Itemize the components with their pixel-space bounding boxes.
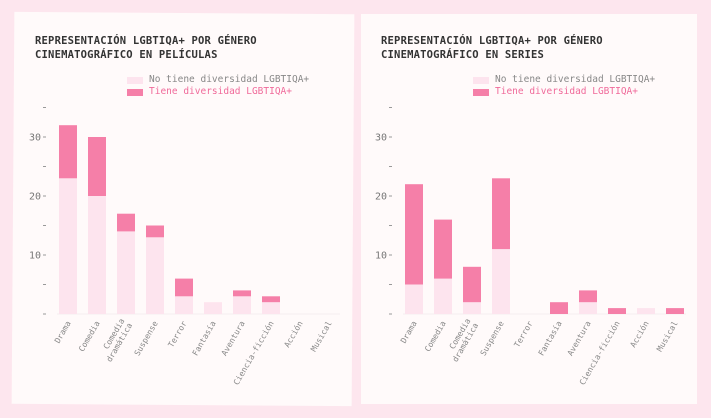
bar-no-diversity — [579, 302, 597, 314]
bar-no-diversity — [405, 284, 423, 314]
x-tick-label: Fantasía — [537, 319, 564, 357]
y-tick-label: 30 — [29, 133, 41, 144]
bar-diversity — [146, 225, 164, 238]
x-tick-label: Terror — [512, 319, 534, 349]
bar-no-diversity — [492, 249, 510, 314]
bar-no-diversity — [117, 231, 135, 314]
bar-diversity — [88, 137, 106, 196]
bar-no-diversity — [463, 302, 481, 314]
x-tick-label: Drama — [399, 319, 419, 345]
bar-diversity — [175, 278, 193, 297]
x-tick-label: Musical — [655, 319, 680, 353]
legend-label-no: No tiene diversidad LGBTIQA+ — [495, 74, 656, 85]
bar-diversity — [463, 266, 481, 303]
x-tick-label: Acción — [628, 319, 651, 349]
bar-no-diversity — [204, 302, 222, 314]
bar-diversity — [262, 296, 280, 303]
x-tick-label: Suspense — [479, 319, 506, 357]
x-tick-label-group: Musical — [655, 319, 680, 353]
legend-label-yes: Tiene diversidad LGBTIQA+ — [495, 86, 638, 97]
y-tick-label: 20 — [375, 192, 387, 203]
movies-title-line-2: CINEMATOGRÁFICO EN PELÍCULAS — [35, 49, 218, 61]
x-tick-label: Comedia — [423, 319, 448, 353]
x-tick-label: Aventura — [566, 319, 593, 357]
x-tick-label-group: Comedia — [423, 319, 448, 353]
series-title-line-2: CINEMATOGRÁFICO EN SERIES — [381, 49, 545, 61]
movies-chart-title: REPRESENTACIÓN LGBTIQA+ POR GÉNERO CINEM… — [35, 34, 257, 62]
x-tick-label-group: Acción — [628, 319, 651, 349]
series-title-line-1: REPRESENTACIÓN LGBTIQA+ POR GÉNERO — [381, 35, 603, 47]
series-legend: No tiene diversidad LGBTIQA+ Tiene diver… — [473, 74, 655, 98]
bar-no-diversity — [262, 302, 280, 314]
y-tick-label: 10 — [29, 251, 41, 262]
y-tick-label: 30 — [375, 133, 387, 144]
x-tick-label-group: Suspense — [479, 319, 506, 357]
bar-diversity — [233, 290, 251, 297]
bar-no-diversity — [175, 296, 193, 314]
legend-swatch-yes — [473, 88, 489, 96]
movies-legend: No tiene diversidad LGBTIQA+ Tiene diver… — [127, 74, 309, 98]
bar-no-diversity — [434, 278, 452, 314]
legend-label-yes: Tiene diversidad LGBTIQA+ — [149, 86, 292, 97]
legend-swatch-yes — [127, 88, 143, 96]
bar-no-diversity — [233, 296, 251, 314]
bar-no-diversity — [88, 196, 106, 314]
bar-diversity — [550, 302, 568, 314]
bar-diversity — [579, 290, 597, 303]
x-tick-label-group: Fantasía — [537, 319, 564, 357]
bar-no-diversity — [146, 237, 164, 314]
bar-diversity — [492, 178, 510, 250]
bar-diversity — [59, 125, 77, 179]
bar-diversity — [666, 308, 684, 314]
x-tick-label-group: Drama — [399, 319, 419, 345]
bar-diversity — [405, 184, 423, 285]
bar-diversity — [117, 213, 135, 232]
bar-no-diversity — [59, 178, 77, 314]
x-tick-label-group: Aventura — [566, 319, 593, 357]
bar-diversity — [608, 308, 626, 314]
y-tick-label: 20 — [29, 192, 41, 203]
series-chart-title: REPRESENTACIÓN LGBTIQA+ POR GÉNERO CINEM… — [381, 34, 603, 62]
bar-diversity — [434, 219, 452, 279]
legend-label-no: No tiene diversidad LGBTIQA+ — [149, 74, 310, 85]
legend-swatch-no — [473, 76, 489, 84]
movies-title-line-1: REPRESENTACIÓN LGBTIQA+ POR GÉNERO — [35, 35, 257, 47]
y-tick-label: 10 — [375, 251, 387, 262]
legend-swatch-no — [127, 76, 143, 84]
bar-no-diversity — [637, 308, 655, 314]
x-tick-label-group: Terror — [512, 319, 534, 349]
